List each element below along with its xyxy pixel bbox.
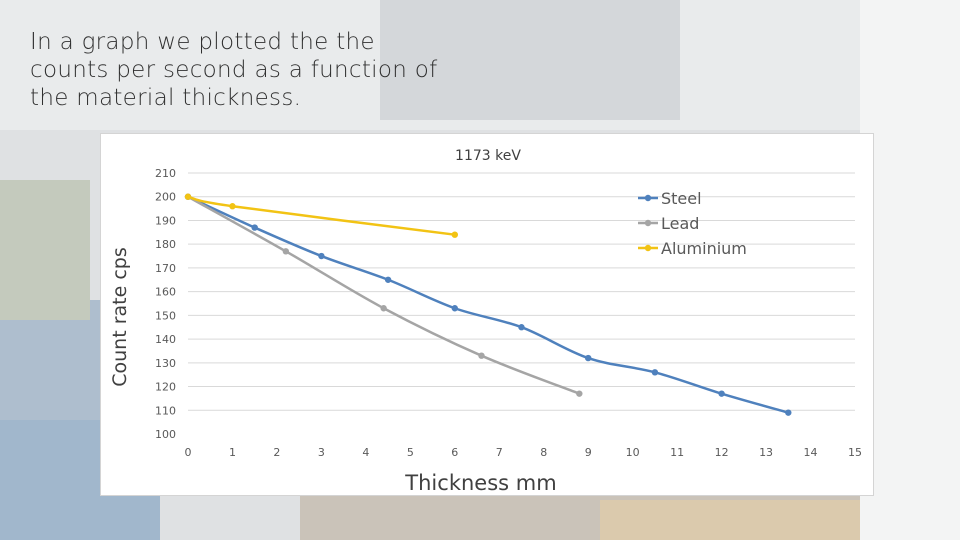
legend-label-steel: Steel [661, 189, 702, 208]
data-point-aluminium [184, 193, 192, 200]
x-tick-label: 0 [185, 446, 192, 459]
x-tick-label: 12 [715, 446, 729, 459]
x-tick-label: 8 [540, 446, 547, 459]
x-tick-label: 11 [670, 446, 684, 459]
x-tick-label: 15 [848, 446, 862, 459]
y-tick-label: 210 [155, 167, 176, 180]
x-tick-label: 7 [496, 446, 503, 459]
x-tick-label: 9 [585, 446, 592, 459]
data-point-steel [518, 324, 525, 331]
legend-marker-lead [644, 219, 652, 227]
data-point-aluminium [229, 203, 236, 210]
y-tick-label: 170 [155, 262, 176, 275]
x-axis-label: Thickness mm [404, 471, 556, 495]
data-point-lead [380, 305, 387, 312]
x-tick-label: 5 [407, 446, 414, 459]
x-tick-label: 1 [229, 446, 236, 459]
data-point-steel [785, 409, 792, 416]
data-point-aluminium [451, 231, 458, 238]
x-tick-label: 14 [804, 446, 818, 459]
data-point-lead [478, 352, 485, 359]
legend: Steel Lead Aluminium [638, 189, 747, 258]
data-point-lead [282, 248, 290, 255]
slide-heading: In a graph we plotted the the counts per… [30, 29, 438, 111]
x-tick-label: 3 [318, 446, 325, 459]
x-tick-labels: 0 1 2 3 4 5 6 7 8 9 10 11 12 13 14 15 [185, 446, 863, 459]
y-tick-labels: 100 110 120 130 140 150 160 170 180 190 200 210 [155, 167, 176, 441]
y-tick-label: 130 [155, 357, 176, 370]
y-tick-label: 160 [155, 286, 176, 299]
legend-marker-steel [644, 194, 652, 202]
data-point-steel [384, 276, 392, 283]
data-point-steel [451, 305, 458, 312]
legend-marker-aluminium [644, 244, 652, 252]
data-point-steel [718, 390, 725, 397]
x-tick-label: 4 [362, 446, 369, 459]
x-tick-label: 10 [626, 446, 640, 459]
data-point-steel [651, 369, 659, 376]
y-tick-label: 110 [155, 404, 176, 417]
y-tick-label: 190 [155, 214, 176, 227]
y-tick-label: 100 [155, 428, 176, 441]
legend-label-aluminium: Aluminium [661, 239, 747, 258]
series-line-steel [187, 195, 789, 414]
y-tick-label: 150 [155, 309, 176, 322]
data-point-lead [576, 390, 583, 397]
grid-lines [188, 172, 855, 411]
x-tick-label: 2 [273, 446, 280, 459]
y-tick-label: 120 [155, 381, 176, 394]
data-point-steel [318, 252, 325, 260]
data-point-steel [585, 354, 592, 362]
y-tick-label: 180 [155, 238, 176, 251]
x-tick-label: 13 [759, 446, 773, 459]
series-line-aluminium [187, 195, 455, 236]
y-axis-label: Count rate cps [109, 247, 131, 387]
x-tick-label: 6 [451, 446, 458, 459]
legend-label-lead: Lead [661, 214, 699, 233]
chart-title: 1173 keV [455, 148, 521, 164]
series-lines [184, 193, 792, 416]
y-tick-label: 200 [155, 191, 176, 204]
data-point-steel [251, 224, 258, 231]
y-tick-label: 140 [155, 333, 176, 346]
